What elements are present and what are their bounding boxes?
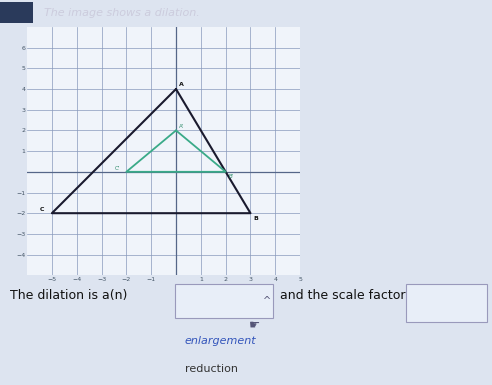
Text: and the scale factor is: and the scale factor is: [280, 288, 420, 301]
FancyBboxPatch shape: [175, 283, 273, 318]
Text: A: A: [179, 82, 184, 87]
Text: C': C': [115, 166, 121, 171]
Text: ☛: ☛: [248, 318, 260, 331]
Text: ^: ^: [263, 296, 272, 306]
Text: 3: 3: [11, 8, 19, 17]
Text: reduction: reduction: [184, 363, 238, 373]
Text: The image shows a dilation.: The image shows a dilation.: [44, 8, 200, 17]
Text: B: B: [253, 216, 258, 221]
Text: B': B': [228, 174, 233, 179]
Text: C: C: [39, 207, 44, 212]
Text: A': A': [179, 124, 184, 129]
Text: The dilation is a(n): The dilation is a(n): [10, 288, 127, 301]
FancyBboxPatch shape: [0, 2, 33, 23]
FancyBboxPatch shape: [406, 283, 487, 322]
Text: enlargement: enlargement: [184, 336, 256, 346]
